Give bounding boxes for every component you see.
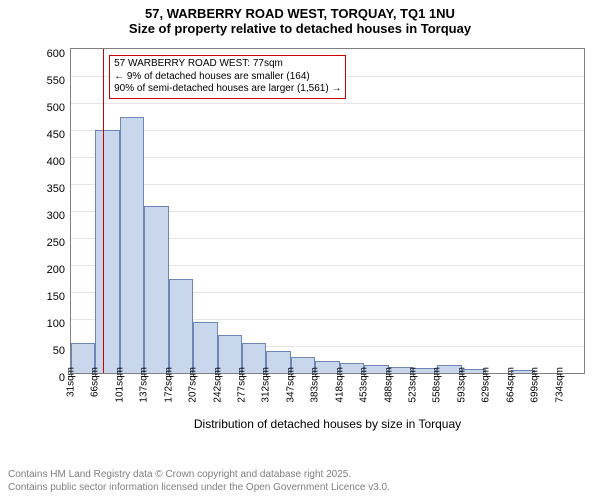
- y-tick-label: 250: [45, 237, 65, 249]
- grid-line: [71, 157, 584, 158]
- x-tick-label: 137sqm: [139, 367, 150, 403]
- x-tick-label: 31sqm: [66, 367, 77, 397]
- y-tick-label: 400: [45, 156, 65, 168]
- grid-line: [71, 130, 584, 131]
- y-tick-label: 500: [45, 102, 65, 114]
- y-tick-label: 0: [45, 372, 65, 384]
- y-tick-label: 300: [45, 210, 65, 222]
- y-tick-label: 550: [45, 75, 65, 87]
- x-tick-label: 488sqm: [383, 367, 394, 403]
- y-tick-label: 100: [45, 318, 65, 330]
- reference-line: [103, 49, 104, 373]
- grid-line: [71, 103, 584, 104]
- annotation-line2: ← 9% of detached houses are smaller (164…: [114, 71, 341, 84]
- annotation-box: 57 WARBERRY ROAD WEST: 77sqm← 9% of deta…: [109, 55, 346, 99]
- x-tick-label: 383sqm: [310, 367, 321, 403]
- x-tick-label: 418sqm: [334, 367, 345, 403]
- x-tick-label: 277sqm: [237, 367, 248, 403]
- histogram-bar: [144, 206, 168, 373]
- x-tick-label: 734sqm: [554, 367, 565, 403]
- x-tick-label: 312sqm: [261, 367, 272, 403]
- x-tick-label: 629sqm: [481, 367, 492, 403]
- y-tick-label: 350: [45, 183, 65, 195]
- x-tick-label: 101sqm: [114, 367, 125, 403]
- footer: Contains HM Land Registry data © Crown c…: [8, 469, 390, 494]
- y-tick-label: 450: [45, 129, 65, 141]
- footer-line2: Contains public sector information licen…: [8, 482, 390, 495]
- x-tick-label: 558sqm: [432, 367, 443, 403]
- x-tick-label: 207sqm: [188, 367, 199, 403]
- x-axis-label: Distribution of detached houses by size …: [70, 417, 585, 432]
- x-tick-label: 453sqm: [359, 367, 370, 403]
- y-tick-label: 600: [45, 48, 65, 60]
- title-line1: 57, WARBERRY ROAD WEST, TORQUAY, TQ1 1NU: [0, 6, 600, 21]
- x-tick-label: 593sqm: [456, 367, 467, 403]
- histogram-bar: [193, 322, 217, 373]
- chart: Number of detached properties 31sqm66sqm…: [45, 44, 590, 404]
- histogram-bar: [169, 279, 193, 374]
- y-tick-label: 150: [45, 291, 65, 303]
- footer-line1: Contains HM Land Registry data © Crown c…: [8, 469, 390, 482]
- x-tick-label: 172sqm: [163, 367, 174, 403]
- histogram-bar: [95, 130, 119, 373]
- y-tick-label: 50: [45, 345, 65, 357]
- x-tick-label: 699sqm: [530, 367, 541, 403]
- annotation-line1: 57 WARBERRY ROAD WEST: 77sqm: [114, 58, 341, 71]
- annotation-line3: 90% of semi-detached houses are larger (…: [114, 83, 341, 96]
- x-tick-label: 66sqm: [90, 367, 101, 397]
- x-tick-label: 347sqm: [285, 367, 296, 403]
- x-tick-label: 664sqm: [505, 367, 516, 403]
- grid-line: [71, 184, 584, 185]
- title-line2: Size of property relative to detached ho…: [0, 21, 600, 36]
- x-tick-label: 523sqm: [408, 367, 419, 403]
- x-tick-label: 242sqm: [212, 367, 223, 403]
- plot-area: 31sqm66sqm101sqm137sqm172sqm207sqm242sqm…: [70, 48, 585, 374]
- histogram-bar: [120, 117, 144, 374]
- chart-title: 57, WARBERRY ROAD WEST, TORQUAY, TQ1 1NU…: [0, 0, 600, 36]
- y-tick-label: 200: [45, 264, 65, 276]
